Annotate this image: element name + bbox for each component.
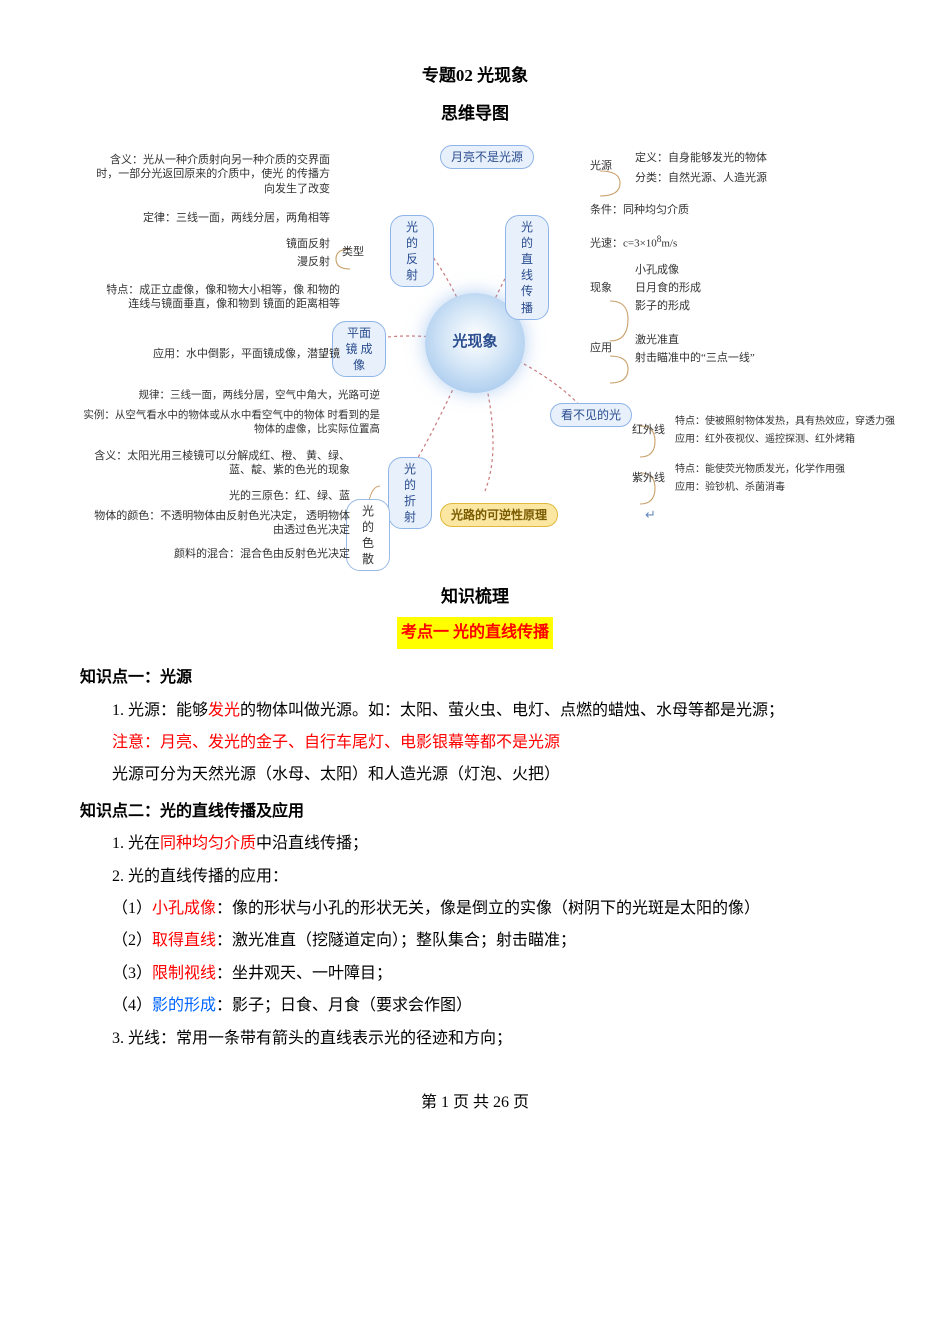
node-refract: 光的 折射 <box>388 457 432 530</box>
l-refr-ex: 实例：从空气看水中的物体或从水中看空气中的物体 时看到的是物体的虚像，比实际位置… <box>80 409 380 437</box>
l-disp-objc: 物体的颜色：不透明物体由反射色光决定， 透明物体由透过色光决定 <box>90 509 350 539</box>
r-app-2: 射击瞄准中的“三点一线” <box>635 351 755 366</box>
l-disp-def: 含义：太阳光用三棱镜可以分解成红、橙、 黄、绿、蓝、靛、紫的色光的现象 <box>90 449 350 479</box>
kp2-p1-red: 同种均匀介质 <box>160 835 256 852</box>
r-phen-2: 日月食的形成 <box>635 281 701 296</box>
node-reflect: 光的 反射 <box>390 215 434 288</box>
r-uv-2: 应用：验钞机、杀菌消毒 <box>675 481 785 495</box>
svg-text:↵: ↵ <box>645 507 656 522</box>
kp1-p1-a: 1. 光源：能够 <box>112 702 208 719</box>
kp2-i2: （2）取得直线：激光准直（挖隧道定向）；整队集合；射击瞄准； <box>80 926 870 956</box>
kp2-i3-txt: ：坐井观天、一叶障目； <box>216 965 392 982</box>
kp2-p2: 2. 光的直线传播的应用： <box>80 862 870 892</box>
kp2-i1: （1）小孔成像：像的形状与小孔的形状无关，像是倒立的实像（树阴下的光斑是太阳的像… <box>80 894 870 924</box>
node-mirror: 平面镜 成像 <box>332 321 386 378</box>
bubble-top: 月亮不是光源 <box>440 145 534 169</box>
r-speed-unit: m/s <box>661 237 677 249</box>
kp1-p1-b: 的物体叫做光源。如：太阳、萤火虫、电灯、点燃的蜡烛、水母等都是光源； <box>240 702 784 719</box>
kp2-p3: 3. 光线：常用一条带有箭头的直线表示光的径迹和方向； <box>80 1024 870 1054</box>
kp2-title: 知识点二：光的直线传播及应用 <box>80 797 870 827</box>
kp2-i4-txt: ：影子；日食、月食（要求会作图） <box>216 997 472 1014</box>
kp2-i2-red: 取得直线 <box>152 932 216 949</box>
r-ir-1: 特点：使被照射物体发热，具有热效应，穿透力强 <box>675 415 895 429</box>
kp2-p1: 1. 光在同种均匀介质中沿直线传播； <box>80 829 870 859</box>
r-phen-1: 小孔成像 <box>635 263 679 278</box>
l-refl-law: 定律：三线一面，两线分居，两角相等 <box>143 211 330 226</box>
kp2-i4: （4）影的形成：影子；日食、月食（要求会作图） <box>80 991 870 1021</box>
title-block: 专题02 光现象 思维导图 <box>80 60 870 131</box>
kp2-i4-lbl: （4） <box>112 997 152 1014</box>
r-cond: 条件：同种均匀介质 <box>590 203 689 218</box>
kp1-p1-red: 发光 <box>208 702 240 719</box>
kp2-i2-lbl: （2） <box>112 932 152 949</box>
r-phen-3: 影子的形成 <box>635 299 690 314</box>
l-refl-type-lbl: 类型 <box>342 245 364 260</box>
r-app-1: 激光准直 <box>635 333 679 348</box>
kp2-p1-a: 1. 光在 <box>112 835 160 852</box>
kp2-i3-red: 限制视线 <box>152 965 216 982</box>
kp1-p2: 光源可分为天然光源（水母、太阳）和人造光源（灯泡、火把） <box>80 760 870 790</box>
kp2-i1-txt: ：像的形状与小孔的形状无关，像是倒立的实像（树阴下的光斑是太阳的像） <box>216 900 760 917</box>
doc-subtitle: 思维导图 <box>80 98 870 130</box>
kp2-i3-lbl: （3） <box>112 965 152 982</box>
kp1-p1: 1. 光源：能够发光的物体叫做光源。如：太阳、萤火虫、电灯、点燃的蜡烛、水母等都… <box>80 696 870 726</box>
section-head-2: 知识梳理 <box>80 581 870 613</box>
r-speed-lbl: 光速：c=3×10 <box>590 237 657 249</box>
mindmap-center-label: 光现象 <box>452 332 497 352</box>
l-disp-prim: 光的三原色：红、绿、蓝 <box>229 489 350 504</box>
kp2-i1-red: 小孔成像 <box>152 900 216 917</box>
l-refr-law: 规律：三线一面，两线分居，空气中角大，光路可逆 <box>80 389 380 403</box>
r-ir-2: 应用：红外夜视仪、遥控探测、红外烤箱 <box>675 433 855 447</box>
kp1-note: 注意：月亮、发光的金子、自行车尾灯、电影银幕等都不是光源 <box>80 728 870 758</box>
kp2-i3: （3）限制视线：坐井观天、一叶障目； <box>80 959 870 989</box>
l-disp-mix: 颜料的混合：混合色由反射色光决定 <box>174 547 350 562</box>
kp2-p1-b: 中沿直线传播； <box>256 835 368 852</box>
r-source-cls: 分类：自然光源、人造光源 <box>635 171 767 186</box>
mindmap: ↵ 光现象 月亮不是光源 光路的可逆性原理 光的 反射 光的 直线 传播 平面镜… <box>80 141 870 571</box>
kaodian-1: 考点一 光的直线传播 <box>397 617 553 649</box>
r-app-lbl: 应用 <box>590 341 612 356</box>
l-mir-app: 应用：水中倒影，平面镜成像，潜望镜 <box>153 347 340 362</box>
l-refl-t1: 镜面反射 <box>286 237 330 252</box>
node-invisible: 看不见的光 <box>550 403 632 427</box>
r-source-lbl: 光源 <box>590 159 612 174</box>
bubble-bottom: 光路的可逆性原理 <box>440 503 558 527</box>
kp1-title: 知识点一：光源 <box>80 663 870 693</box>
node-straight: 光的 直线 传播 <box>505 215 549 320</box>
page-footer: 第 1 页 共 26 页 <box>80 1088 870 1118</box>
r-uv-1: 特点：能使荧光物质发光，化学作用强 <box>675 463 845 477</box>
kaodian-wrap: 考点一 光的直线传播 <box>80 617 870 649</box>
r-source-def: 定义：自身能够发光的物体 <box>635 151 767 166</box>
l-refl-t2: 漫反射 <box>297 255 330 270</box>
node-disperse: 光的 色散 <box>346 499 390 572</box>
kp2-i4-blue: 影的形成 <box>152 997 216 1014</box>
r-speed: 光速：c=3×108m/s <box>590 233 677 252</box>
doc-title: 专题02 光现象 <box>80 60 870 92</box>
r-uv-lbl: 紫外线 <box>632 471 665 486</box>
kp2-i1-lbl: （1） <box>112 900 152 917</box>
l-mir-feat: 特点：成正立虚像，像和物大小相等，像 和物的连线与镜面垂直，像和物到 镜面的距离… <box>100 283 340 313</box>
l-refl-def: 含义：光从一种介质射向另一种介质的交界面 时，一部分光返回原来的介质中，使光 的… <box>90 153 330 198</box>
kp2-i2-txt: ：激光准直（挖隧道定向）；整队集合；射击瞄准； <box>216 932 576 949</box>
r-phen-lbl: 现象 <box>590 281 612 296</box>
r-ir-lbl: 红外线 <box>632 423 665 438</box>
